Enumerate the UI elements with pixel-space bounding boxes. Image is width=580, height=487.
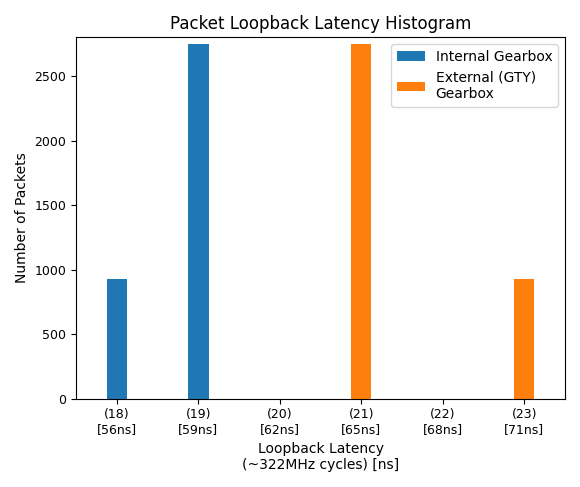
Bar [188, 44, 209, 398]
X-axis label: Loopback Latency
(~322MHz cycles) [ns]: Loopback Latency (~322MHz cycles) [ns] [242, 442, 399, 472]
Y-axis label: Number of Packets: Number of Packets [15, 152, 29, 283]
Bar [107, 279, 127, 398]
Title: Packet Loopback Latency Histogram: Packet Loopback Latency Histogram [170, 15, 472, 33]
Bar [514, 279, 534, 398]
Bar [351, 44, 372, 398]
Legend: Internal Gearbox, External (GTY)
Gearbox: Internal Gearbox, External (GTY) Gearbox [392, 44, 558, 107]
